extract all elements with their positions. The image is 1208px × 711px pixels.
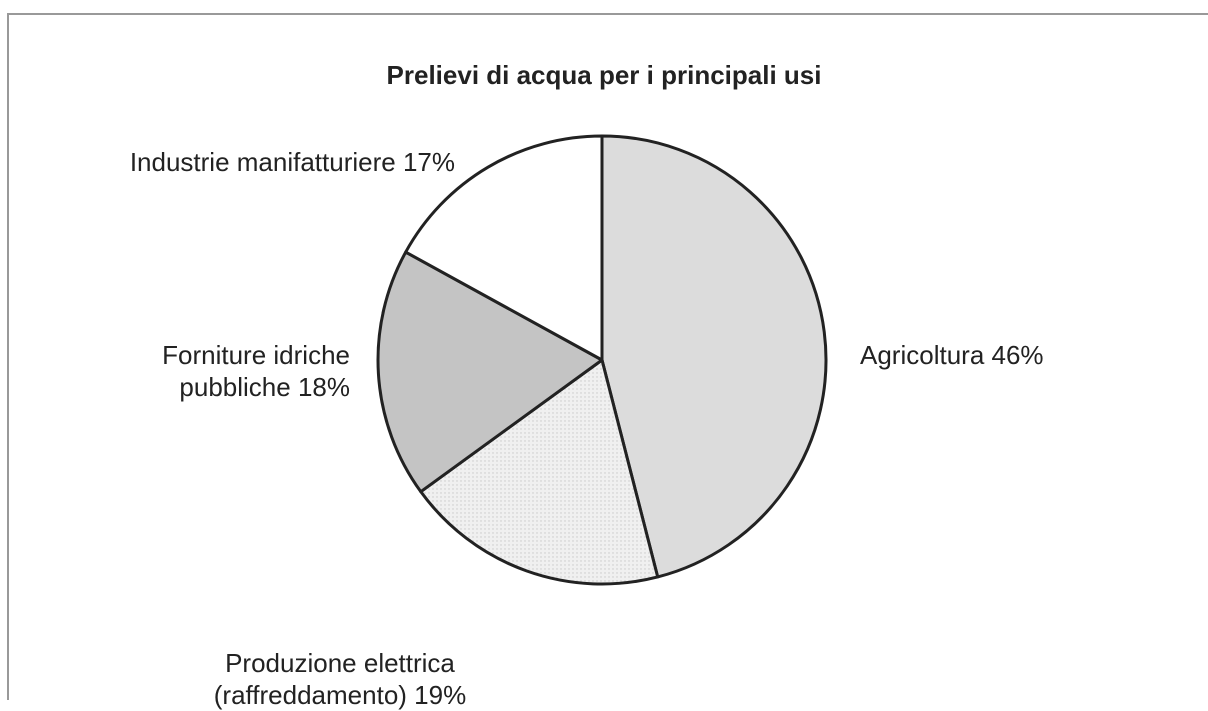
frame	[7, 13, 1208, 700]
category-label: Forniture idriche pubbliche	[162, 340, 350, 402]
value-label: 46%	[991, 340, 1044, 370]
category-label: Agricoltura	[860, 340, 985, 370]
category-label: Industrie manifatturiere	[129, 147, 396, 177]
chart-title: Prelievi di acqua per i principali usi	[386, 60, 822, 90]
value-label: 17%	[402, 147, 455, 177]
pie-slice	[419, 358, 660, 586]
slice-label: Industrie manifatturiere 17%	[40, 146, 455, 178]
value-label: 19%	[414, 680, 467, 710]
pie-slice	[404, 134, 604, 362]
pie-slice	[600, 134, 828, 579]
pie-slice	[376, 250, 604, 494]
value-label: 18%	[297, 372, 350, 402]
slice-label: Forniture idriche pubbliche 18%	[90, 339, 350, 403]
slice-label: Produzione elettrica (raffreddamento) 19…	[180, 647, 500, 711]
slice-label: Agricoltura 46%	[860, 339, 1160, 371]
